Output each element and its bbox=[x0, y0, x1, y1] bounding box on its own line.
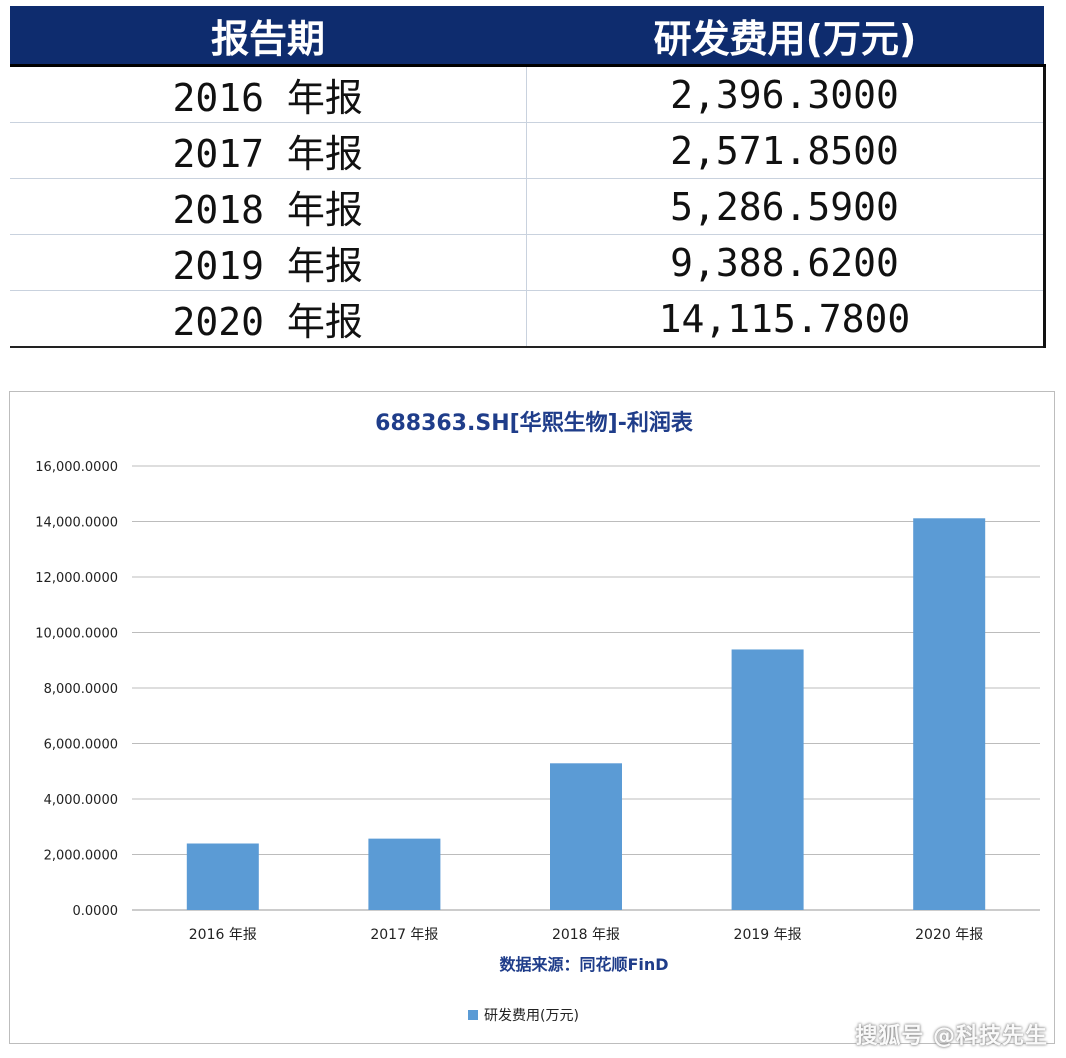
data-table: 报告期 研发费用(万元) 2016 年报 2,396.3000 2017 年报 … bbox=[10, 6, 1046, 348]
y-tick-label: 6,000.0000 bbox=[44, 738, 118, 753]
y-tick-label: 0.0000 bbox=[73, 904, 119, 919]
cell-value: 5,286.5900 bbox=[526, 178, 1046, 235]
x-tick-label: 2017 年报 bbox=[370, 927, 438, 943]
bar-2017-年报 bbox=[368, 838, 441, 910]
y-tick-label: 4,000.0000 bbox=[44, 793, 118, 808]
x-tick-label: 2020 年报 bbox=[915, 927, 983, 943]
y-tick-label: 16,000.0000 bbox=[35, 460, 118, 475]
legend-label: 研发费用(万元) bbox=[484, 1008, 579, 1024]
cell-period: 2018 年报 bbox=[10, 178, 527, 235]
legend-swatch bbox=[468, 1010, 478, 1020]
cell-period: 2019 年报 bbox=[10, 234, 527, 291]
watermark: 搜狐号 @科技先生 bbox=[855, 1024, 1048, 1049]
chart-title: 688363.SH[华熙生物]-利润表 bbox=[375, 410, 694, 436]
cell-value: 14,115.7800 bbox=[526, 290, 1046, 348]
table-row: 2020 年报 14,115.7800 bbox=[10, 290, 1046, 348]
cell-value: 9,388.6200 bbox=[526, 234, 1046, 291]
cell-period: 2017 年报 bbox=[10, 122, 527, 179]
table-header-row: 报告期 研发费用(万元) bbox=[10, 6, 1044, 67]
rd-expense-table: 报告期 研发费用(万元) 2016 年报 2,396.3000 2017 年报 … bbox=[10, 6, 1046, 348]
cell-period: 2016 年报 bbox=[10, 65, 527, 123]
bar-chart: 688363.SH[华熙生物]-利润表 0.0000 2,000.0000 4,00… bbox=[35, 410, 1040, 1024]
bar-2018-年报 bbox=[550, 763, 622, 910]
legend: 研发费用(万元) bbox=[468, 1008, 579, 1024]
x-tick-label: 2016 年报 bbox=[189, 927, 257, 943]
x-axis: 2016 年报 2017 年报 2018 年报 2019 年报 2020 年报 bbox=[189, 927, 983, 943]
x-tick-label: 2019 年报 bbox=[734, 927, 802, 943]
header-period: 报告期 bbox=[10, 6, 526, 67]
table-row: 2016 年报 2,396.3000 bbox=[10, 65, 1046, 123]
source-note: 数据来源：同花顺FinD bbox=[499, 955, 668, 974]
chart-frame: 688363.SH[华熙生物]-利润表 0.0000 2,000.0000 4,00… bbox=[9, 391, 1055, 1044]
header-rd-expense: 研发费用(万元) bbox=[526, 6, 1044, 67]
y-tick-label: 10,000.0000 bbox=[35, 627, 118, 642]
table-row: 2018 年报 5,286.5900 bbox=[10, 178, 1046, 235]
cell-period: 2020 年报 bbox=[10, 290, 527, 348]
cell-value: 2,396.3000 bbox=[526, 65, 1046, 123]
table-row: 2017 年报 2,571.8500 bbox=[10, 122, 1046, 179]
y-tick-label: 12,000.0000 bbox=[35, 571, 118, 586]
table-row: 2019 年报 9,388.6200 bbox=[10, 234, 1046, 291]
bar-2020-年报 bbox=[913, 518, 986, 910]
cell-value: 2,571.8500 bbox=[526, 122, 1046, 179]
y-axis: 0.0000 2,000.0000 4,000.0000 6,000.0000 8,00… bbox=[35, 460, 118, 919]
x-tick-label: 2018 年报 bbox=[552, 927, 620, 943]
gridlines bbox=[132, 465, 1040, 911]
y-tick-label: 14,000.0000 bbox=[35, 516, 118, 531]
bar-2019-年报 bbox=[731, 649, 804, 910]
bar-2016-年报 bbox=[186, 843, 259, 910]
bars bbox=[186, 518, 986, 910]
y-tick-label: 2,000.0000 bbox=[44, 849, 118, 864]
y-tick-label: 8,000.0000 bbox=[44, 682, 118, 697]
